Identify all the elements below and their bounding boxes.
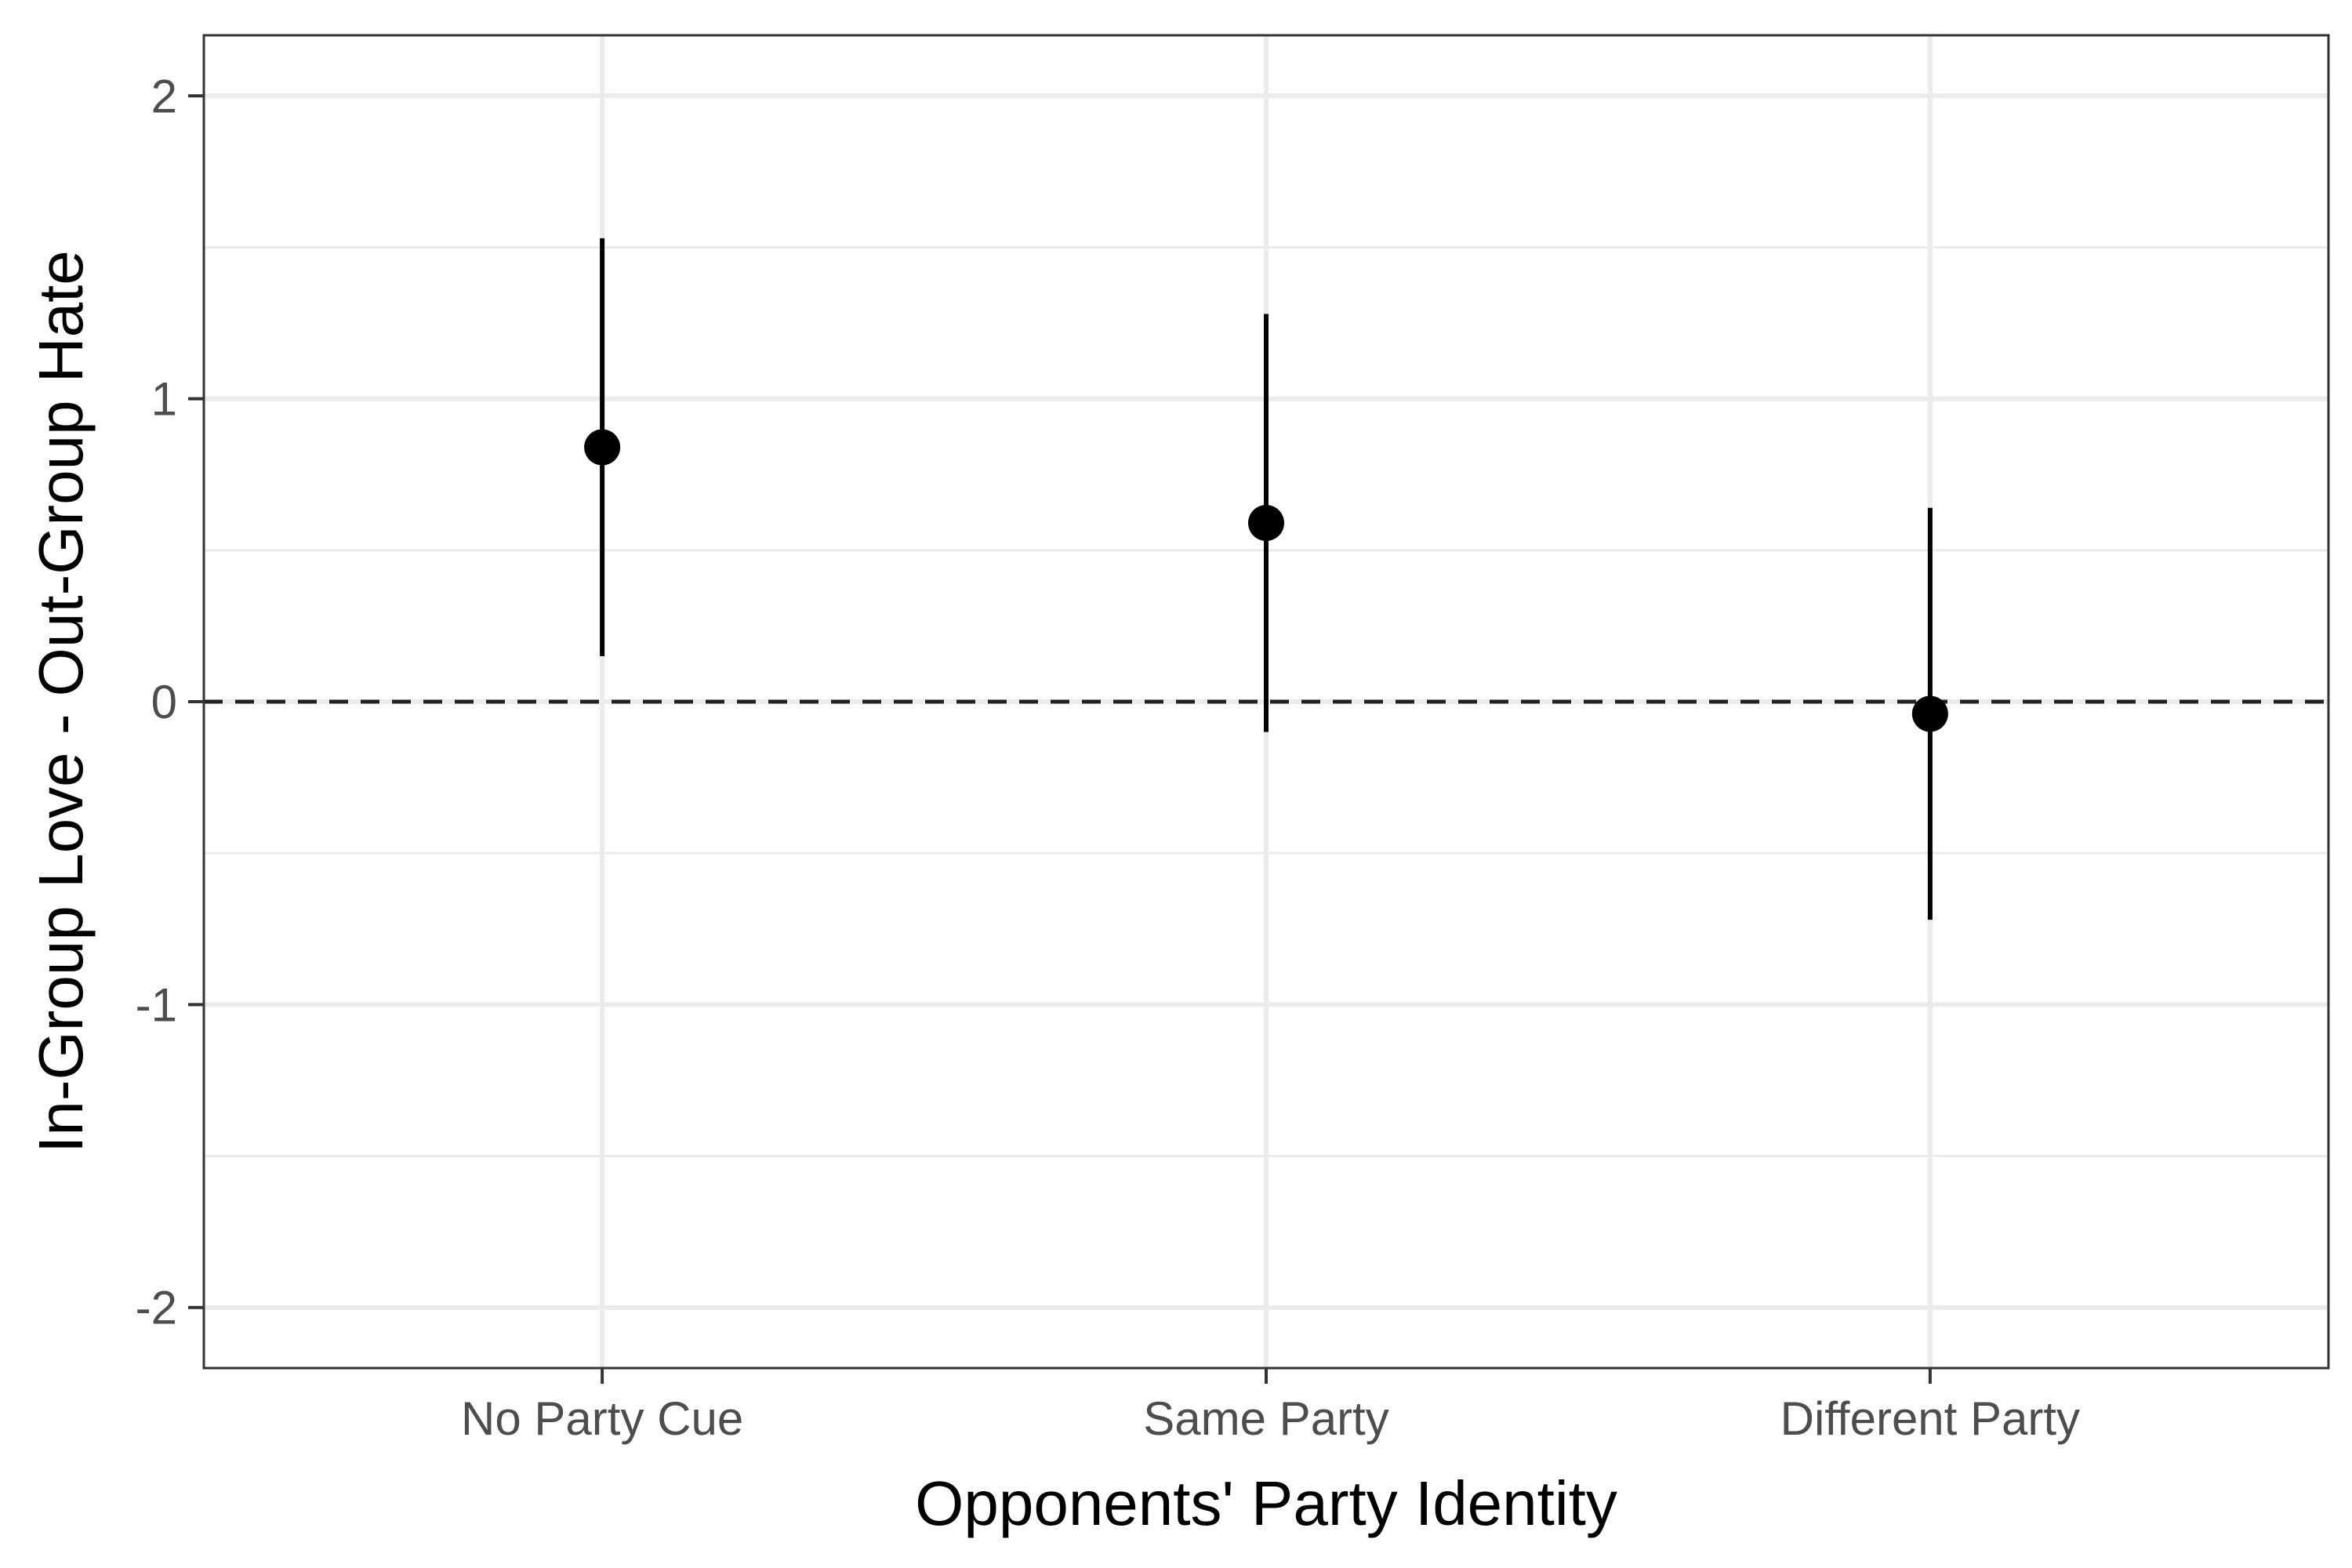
estimate-point [584, 429, 621, 466]
y-tick-label: -1 [136, 978, 177, 1031]
point-ranges [584, 238, 1948, 920]
x-axis-title: Opponents' Party Identity [915, 1468, 1617, 1538]
y-tick-label: -2 [136, 1282, 177, 1334]
x-tick-label: No Party Cue [461, 1392, 743, 1445]
x-tick-label: Same Party [1143, 1392, 1388, 1445]
y-tick-label: 0 [151, 676, 177, 728]
y-tick-label: 2 [151, 70, 177, 122]
estimate-point [1248, 505, 1284, 542]
axes: -2 -1 0 1 2 No Party Cue Same Party Different P… [136, 70, 2080, 1445]
y-axis-title: In-Group Love - Out-Group Hate [26, 250, 96, 1153]
estimate-point [1911, 695, 1948, 732]
x-tick-label: Different Party [1780, 1392, 2080, 1445]
y-tick-label: 1 [151, 373, 177, 426]
